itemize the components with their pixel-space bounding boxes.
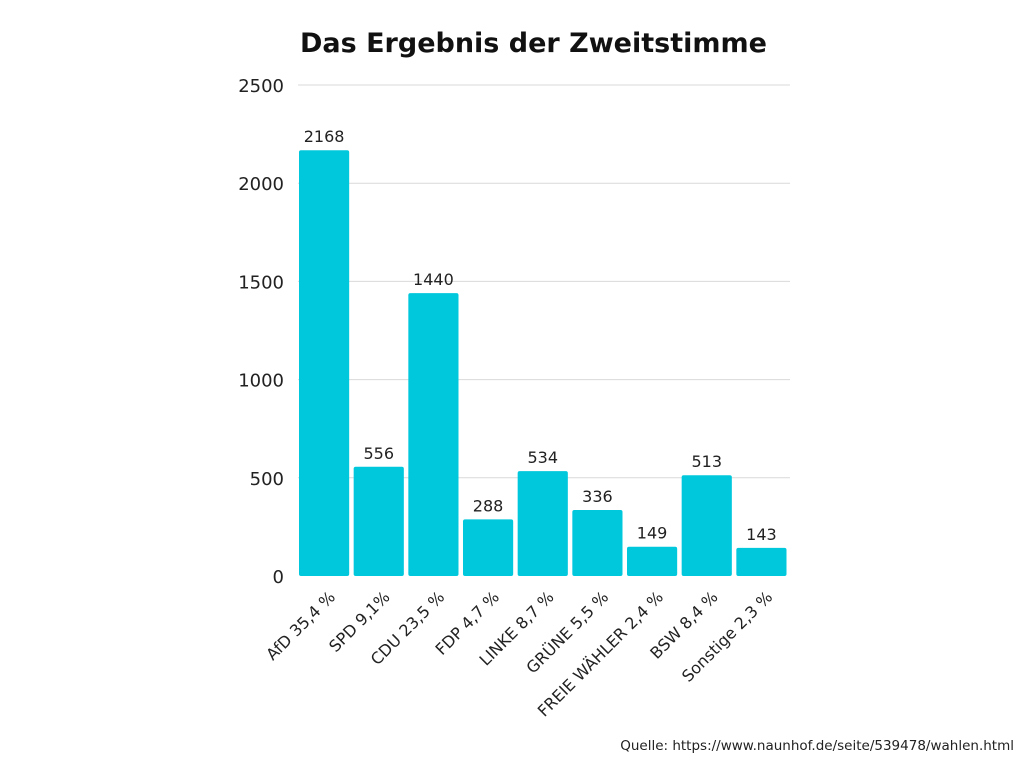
data-label: 288 bbox=[473, 496, 504, 515]
bar bbox=[572, 510, 623, 576]
x-tick-label: AfD 35,4 % bbox=[262, 587, 339, 664]
bar bbox=[353, 466, 404, 576]
data-label: 556 bbox=[363, 444, 394, 463]
bar bbox=[736, 547, 787, 576]
y-tick-label: 1000 bbox=[238, 371, 284, 392]
data-label: 336 bbox=[582, 487, 613, 506]
bar bbox=[627, 546, 678, 576]
data-label: 513 bbox=[691, 452, 722, 471]
y-tick-label: 1500 bbox=[238, 272, 284, 293]
data-label: 149 bbox=[637, 524, 668, 543]
data-label: 143 bbox=[746, 525, 777, 544]
y-axis-ticks: 0 500 1000 1500 2000 2500 bbox=[238, 76, 284, 588]
chart-title: Das Ergebnis der Zweitstimme bbox=[300, 28, 767, 59]
y-tick-label: 2000 bbox=[238, 174, 284, 195]
bar bbox=[299, 150, 350, 576]
data-label: 534 bbox=[527, 448, 558, 467]
data-label: 1440 bbox=[413, 270, 454, 289]
bar bbox=[408, 293, 459, 576]
data-labels: 2168 556 1440 288 534 336 149 513 143 bbox=[304, 127, 777, 544]
y-tick-label: 500 bbox=[250, 469, 284, 490]
source-note: Quelle: https://www.naunhof.de/seite/539… bbox=[620, 738, 1014, 754]
data-label: 2168 bbox=[304, 127, 345, 146]
y-tick-label: 2500 bbox=[238, 76, 284, 97]
x-axis-ticks: AfD 35,4 %SPD 9,1%CDU 23,5 %FDP 4,7 %LIN… bbox=[262, 587, 776, 720]
bar bbox=[463, 519, 514, 576]
gridlines bbox=[298, 84, 790, 479]
bars bbox=[299, 150, 787, 576]
y-tick-label: 0 bbox=[273, 567, 284, 588]
bar bbox=[681, 475, 732, 576]
bar bbox=[517, 471, 568, 576]
